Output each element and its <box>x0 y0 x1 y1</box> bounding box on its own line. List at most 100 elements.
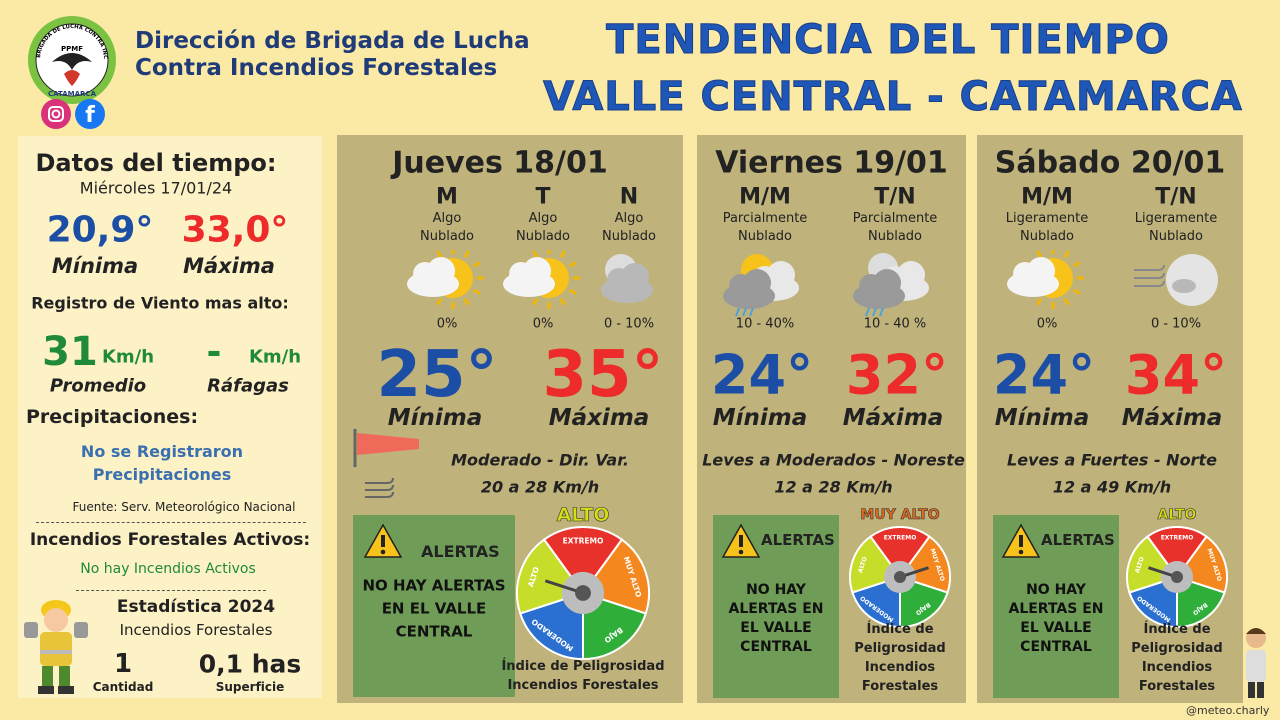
alert-title: ALERTAS <box>761 531 835 549</box>
gauge-sector <box>518 591 584 661</box>
day-name: Viernes 19/01 <box>715 145 948 181</box>
precip-chance: 0 - 10% <box>603 316 655 332</box>
sun-ray <box>436 298 443 306</box>
day-max-label: Máxima <box>1121 405 1223 431</box>
period-label: N <box>619 184 639 210</box>
day-max-label: Máxima <box>842 405 944 431</box>
weather-icon <box>407 250 484 309</box>
wind-direction: Leves a Fuertes - Norte <box>1007 450 1217 470</box>
rain <box>742 307 747 317</box>
org-line1: Dirección de Brigada de Lucha <box>135 28 530 54</box>
weather-icon <box>853 253 929 317</box>
sun-ray <box>473 261 481 268</box>
today-date: Miércoles 17/01/24 <box>79 178 233 198</box>
warning-mark <box>380 549 386 555</box>
sun-ray <box>1063 298 1070 306</box>
precip-chance: 0 - 10% <box>1150 316 1202 332</box>
title-line2: VALLE CENTRAL - CATAMARCA <box>543 74 1243 121</box>
day-min-label: Mínima <box>994 405 1090 431</box>
cloud <box>873 269 901 297</box>
windsock <box>357 433 419 455</box>
fire-area: 0,1 has <box>198 649 302 679</box>
day-max: 35° <box>542 338 664 412</box>
fire-count: 1 <box>113 649 133 679</box>
period-label: M/M <box>739 184 791 210</box>
day-min: 24° <box>710 343 814 407</box>
warning-mark <box>381 535 385 547</box>
stats-sub: Incendios Forestales <box>119 621 273 639</box>
wind-avg-unit: Km/h <box>101 346 155 368</box>
gust-unit: Km/h <box>248 346 302 368</box>
logo-code: PPMF <box>61 45 83 53</box>
gauge-sector <box>869 526 931 579</box>
weather-icon <box>1007 250 1084 309</box>
sky-text: Algo Nublado <box>420 211 474 244</box>
cloud <box>621 263 649 291</box>
wind-avg-label: Promedio <box>49 375 147 397</box>
gauge-hub <box>575 585 591 601</box>
footer-handle: @meteo.charly <box>1186 704 1270 717</box>
period-label: T/N <box>1155 184 1197 210</box>
precip-heading: Precipitaciones: <box>25 406 199 428</box>
wind <box>365 491 394 498</box>
wind <box>1134 280 1165 287</box>
gauge-sector <box>582 591 648 661</box>
sun-ray <box>559 250 566 258</box>
org-line2: Contra Incendios Forestales <box>135 55 498 81</box>
danger-level: ALTO <box>556 504 610 527</box>
sun-ray <box>1036 298 1043 306</box>
divider <box>36 522 306 523</box>
rain <box>879 307 884 317</box>
sun-ray <box>1073 261 1081 268</box>
gauge-sector <box>1146 526 1208 579</box>
precip-chance: 0% <box>532 316 554 332</box>
sun-ray <box>532 250 539 258</box>
precip-chance: 0% <box>436 316 458 332</box>
rain <box>865 307 870 317</box>
current-weather-panel <box>18 136 322 698</box>
cloud <box>523 257 551 285</box>
firefighter-mascot <box>24 600 88 694</box>
today-min-label: Mínima <box>51 254 139 278</box>
sky-text: Algo Nublado <box>602 211 656 244</box>
fires-heading: Incendios Forestales Activos: <box>29 530 311 550</box>
danger-caption: Índice de Peligrosidad Incendios Foresta… <box>1131 622 1223 694</box>
today-max-label: Máxima <box>183 254 275 278</box>
sun-ray <box>559 298 566 306</box>
today-heading: Datos del tiempo: <box>35 149 277 177</box>
alert-icon <box>1001 523 1041 558</box>
sun-ray <box>569 261 577 268</box>
wind-direction: Leves a Moderados - Noreste <box>702 450 965 470</box>
author-avatar <box>1246 628 1266 698</box>
cloud <box>743 269 771 297</box>
cloud <box>427 257 455 285</box>
warning-mark <box>739 535 743 547</box>
today-max: 33,0° <box>181 209 289 251</box>
sun-ray <box>463 298 470 306</box>
gauge-label: EXTREMO <box>1161 535 1194 542</box>
sun-ray <box>1063 250 1070 258</box>
gauge-label: EXTREMO <box>884 535 917 542</box>
day-min: 25° <box>376 338 498 412</box>
day-min-label: Mínima <box>387 405 483 431</box>
sky-text: Parcialmente Nublado <box>722 211 808 244</box>
sun-ray <box>1036 250 1043 258</box>
day-max-label: Máxima <box>548 405 650 431</box>
social-icons: f <box>41 99 105 129</box>
sun-ray <box>569 288 577 295</box>
warning-mark <box>1019 535 1023 547</box>
rain <box>735 307 740 317</box>
alert-icon <box>721 523 761 558</box>
wind-speed: 20 a 28 Km/h <box>480 477 600 497</box>
cloud <box>1172 279 1196 293</box>
warning-mark <box>1018 549 1024 555</box>
rain <box>872 307 877 317</box>
gauge-sector <box>542 526 624 595</box>
sun-ray <box>532 298 539 306</box>
precip-chance: 10 - 40% <box>735 316 795 332</box>
day-max: 34° <box>1124 343 1228 407</box>
day-min-label: Mínima <box>712 405 808 431</box>
sun-ray <box>463 250 470 258</box>
